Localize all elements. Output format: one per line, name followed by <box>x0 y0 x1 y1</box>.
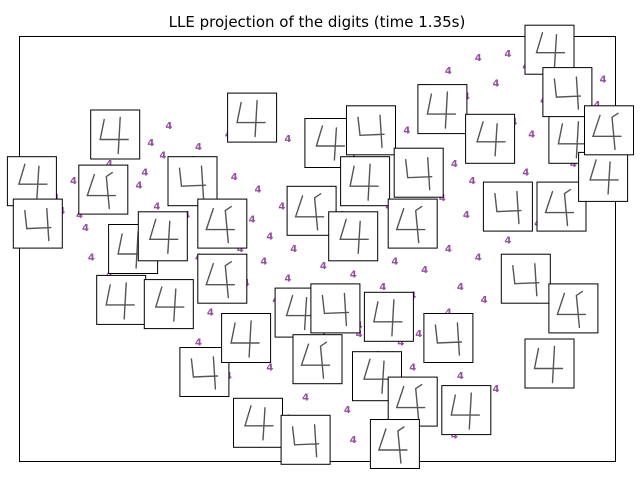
data-point-36: 4 <box>266 231 273 242</box>
data-point-68: 4 <box>457 282 464 293</box>
digit-thumbnail-19 <box>536 181 587 232</box>
data-point-5: 4 <box>82 223 89 234</box>
digit-thumbnail-43 <box>584 105 634 156</box>
digit-thumbnail-42 <box>542 67 593 118</box>
data-point-55: 4 <box>379 282 386 293</box>
digit-thumbnail-7 <box>197 198 248 249</box>
digit-thumbnail-3 <box>78 164 129 215</box>
data-point-122: 4 <box>207 308 214 319</box>
data-point-150: 4 <box>504 49 511 60</box>
digit-thumbnail-1 <box>6 156 57 207</box>
digit-thumbnail-26 <box>179 347 230 397</box>
data-point-139: 4 <box>403 125 410 136</box>
digit-thumbnail-38 <box>280 414 331 465</box>
data-point-118: 4 <box>88 253 95 264</box>
digit-thumbnail-40 <box>524 338 575 389</box>
data-point-80: 4 <box>528 130 535 141</box>
digit-thumbnail-34 <box>423 313 474 363</box>
data-point-124: 4 <box>266 363 273 374</box>
digit-thumbnail-41 <box>524 24 575 75</box>
data-point-92: 4 <box>600 74 607 85</box>
digit-thumbnail-22 <box>500 253 551 304</box>
data-point-76: 4 <box>504 236 511 247</box>
digit-thumbnail-30 <box>310 283 361 334</box>
digit-thumbnail-23 <box>548 283 599 334</box>
digit-thumbnail-39 <box>369 419 420 469</box>
digit-thumbnail-25 <box>143 279 194 330</box>
data-point-51: 4 <box>356 329 363 340</box>
data-point-65: 4 <box>439 193 446 204</box>
digit-thumbnail-10 <box>346 105 396 156</box>
data-point-16: 4 <box>147 138 154 149</box>
digit-thumbnail-8 <box>227 92 278 143</box>
digit-thumbnail-13 <box>328 211 379 262</box>
data-point-15: 4 <box>141 168 148 179</box>
digit-thumbnail-2 <box>12 198 63 249</box>
digit-thumbnail-36 <box>441 385 492 436</box>
digit-thumbnail-11 <box>286 185 337 236</box>
data-point-149: 4 <box>475 53 482 64</box>
data-point-114: 4 <box>195 337 202 348</box>
data-point-87: 4 <box>570 159 577 170</box>
data-point-30: 4 <box>231 172 238 183</box>
data-point-57: 4 <box>391 257 398 268</box>
digit-thumbnail-28 <box>221 313 272 363</box>
data-point-31: 4 <box>237 244 244 255</box>
digit-thumbnail-16 <box>417 84 468 135</box>
data-point-95: 4 <box>302 392 309 403</box>
digit-thumbnail-31 <box>292 334 343 385</box>
data-point-62: 4 <box>421 265 428 276</box>
digit-thumbnails <box>6 24 634 469</box>
data-point-100: 4 <box>457 371 464 382</box>
data-point-130: 4 <box>481 295 488 306</box>
data-point-35: 4 <box>260 257 267 268</box>
digit-thumbnail-32 <box>363 291 414 342</box>
data-point-19: 4 <box>165 121 172 132</box>
digit-thumbnail-24 <box>96 274 147 325</box>
digit-thumbnail-37 <box>233 397 283 448</box>
data-point-18: 4 <box>159 151 166 162</box>
data-point-67: 4 <box>451 159 458 170</box>
digit-thumbnail-12 <box>340 156 391 207</box>
data-point-40: 4 <box>290 244 297 255</box>
data-point-50: 4 <box>350 269 357 280</box>
digit-thumbnail-17 <box>465 113 516 164</box>
data-point-104: 4 <box>409 363 416 374</box>
data-point-39: 4 <box>284 274 291 285</box>
data-point-14: 4 <box>136 180 143 191</box>
data-point-71: 4 <box>475 253 482 264</box>
data-point-17: 4 <box>153 202 160 213</box>
data-point-69: 4 <box>463 210 470 221</box>
data-point-4: 4 <box>76 210 83 221</box>
data-point-143: 4 <box>284 134 291 145</box>
digit-thumbnail-0 <box>90 109 141 160</box>
data-point-148: 4 <box>445 66 452 77</box>
data-point-110: 4 <box>493 384 500 395</box>
data-point-3: 4 <box>70 176 77 187</box>
digit-thumbnail-18 <box>482 181 533 232</box>
digit-thumbnail-21 <box>578 151 629 202</box>
digit-thumbnail-14 <box>393 147 444 198</box>
data-point-146: 4 <box>195 142 202 153</box>
data-point-34: 4 <box>255 185 262 196</box>
digit-thumbnail-5 <box>137 211 188 262</box>
digit-thumbnail-27 <box>197 253 248 304</box>
data-point-66: 4 <box>445 244 452 255</box>
data-point-96: 4 <box>344 405 351 416</box>
data-point-33: 4 <box>249 214 256 225</box>
data-point-38: 4 <box>278 202 285 213</box>
chart-title: LLE projection of the digits (time 1.35s… <box>169 13 466 31</box>
digit-thumbnail-35 <box>387 376 438 427</box>
data-point-107: 4 <box>350 435 357 446</box>
data-point-128: 4 <box>415 329 422 340</box>
data-point-137: 4 <box>493 79 500 90</box>
data-point-70: 4 <box>469 176 476 187</box>
digit-thumbnail-15 <box>387 198 438 249</box>
data-point-58: 4 <box>397 337 404 348</box>
data-point-79: 4 <box>522 168 529 179</box>
data-point-109: 4 <box>451 431 458 442</box>
digit-thumbnail-6 <box>167 156 218 207</box>
data-point-45: 4 <box>320 261 327 272</box>
